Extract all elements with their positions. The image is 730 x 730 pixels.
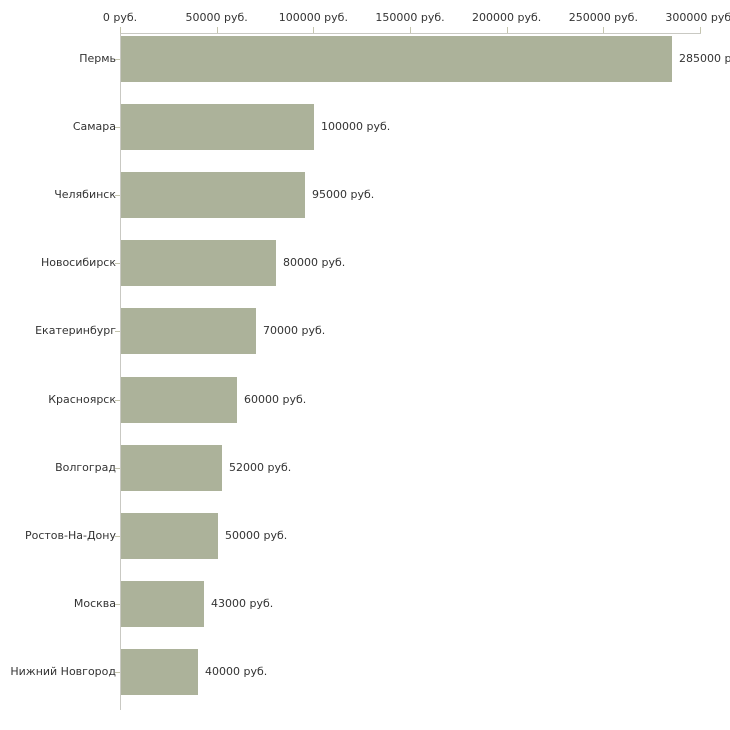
category-label: Волгоград — [55, 461, 116, 474]
bar-value-label: 80000 руб. — [283, 256, 346, 269]
category-label: Новосибирск — [40, 256, 116, 269]
x-axis-tick-label: 50000 руб. — [185, 11, 248, 24]
bar — [121, 649, 198, 695]
category-label: Пермь — [79, 52, 116, 65]
y-axis-tick-mark — [115, 604, 120, 605]
x-axis-tick-mark — [216, 27, 218, 33]
y-axis-tick-mark — [115, 195, 120, 196]
y-axis-tick-mark — [115, 400, 120, 401]
category-label: Ростов-На-Дону — [24, 529, 116, 542]
bar-value-label: 50000 руб. — [225, 529, 288, 542]
bar — [121, 36, 672, 82]
x-axis-tick-mark — [410, 27, 411, 33]
bar-value-label: 52000 руб. — [229, 461, 292, 474]
x-axis-tick-label: 300000 руб. — [665, 11, 730, 24]
x-axis-line — [120, 33, 701, 34]
bar-value-label: 60000 руб. — [244, 393, 307, 406]
x-axis-tick-mark — [700, 27, 701, 33]
bar — [121, 172, 305, 218]
bar — [121, 581, 204, 627]
category-label: Москва — [73, 597, 116, 610]
category-label: Самара — [72, 120, 116, 133]
category-label: Нижний Новгород — [10, 665, 116, 678]
y-axis-tick-mark — [115, 59, 120, 60]
bar-value-label: 40000 руб. — [205, 665, 268, 678]
y-axis-tick-mark — [115, 127, 120, 128]
y-axis-tick-mark — [115, 536, 120, 537]
bar-value-label: 95000 руб. — [312, 188, 375, 201]
y-axis-line — [120, 33, 121, 710]
x-axis-tick-mark — [120, 27, 121, 33]
x-axis-tick-label: 200000 руб. — [472, 11, 542, 24]
category-label: Красноярск — [48, 393, 116, 406]
bar-value-label: 43000 руб. — [211, 597, 274, 610]
bar-value-label: 285000 руб. — [679, 52, 730, 65]
x-axis-tick-mark — [506, 27, 508, 33]
bar — [121, 513, 218, 559]
x-axis-tick-label: 150000 руб. — [375, 11, 445, 24]
category-label: Екатеринбург — [35, 324, 116, 337]
bar — [121, 445, 222, 491]
y-axis-tick-mark — [115, 468, 120, 469]
bar — [121, 308, 256, 354]
bar-value-label: 70000 руб. — [263, 324, 326, 337]
x-axis-tick-label: 250000 руб. — [568, 11, 638, 24]
bar — [121, 240, 276, 286]
category-label: Челябинск — [54, 188, 116, 201]
y-axis-tick-mark — [115, 331, 120, 332]
x-axis-tick-label: 0 руб. — [102, 11, 138, 24]
bar — [121, 104, 314, 150]
bar-value-label: 100000 руб. — [321, 120, 391, 133]
x-axis-tick-mark — [603, 27, 605, 33]
x-axis-tick-label: 100000 руб. — [278, 11, 348, 24]
bar — [121, 377, 237, 423]
y-axis-tick-mark — [115, 672, 120, 673]
x-axis-tick-mark — [313, 27, 315, 33]
y-axis-tick-mark — [115, 263, 120, 264]
